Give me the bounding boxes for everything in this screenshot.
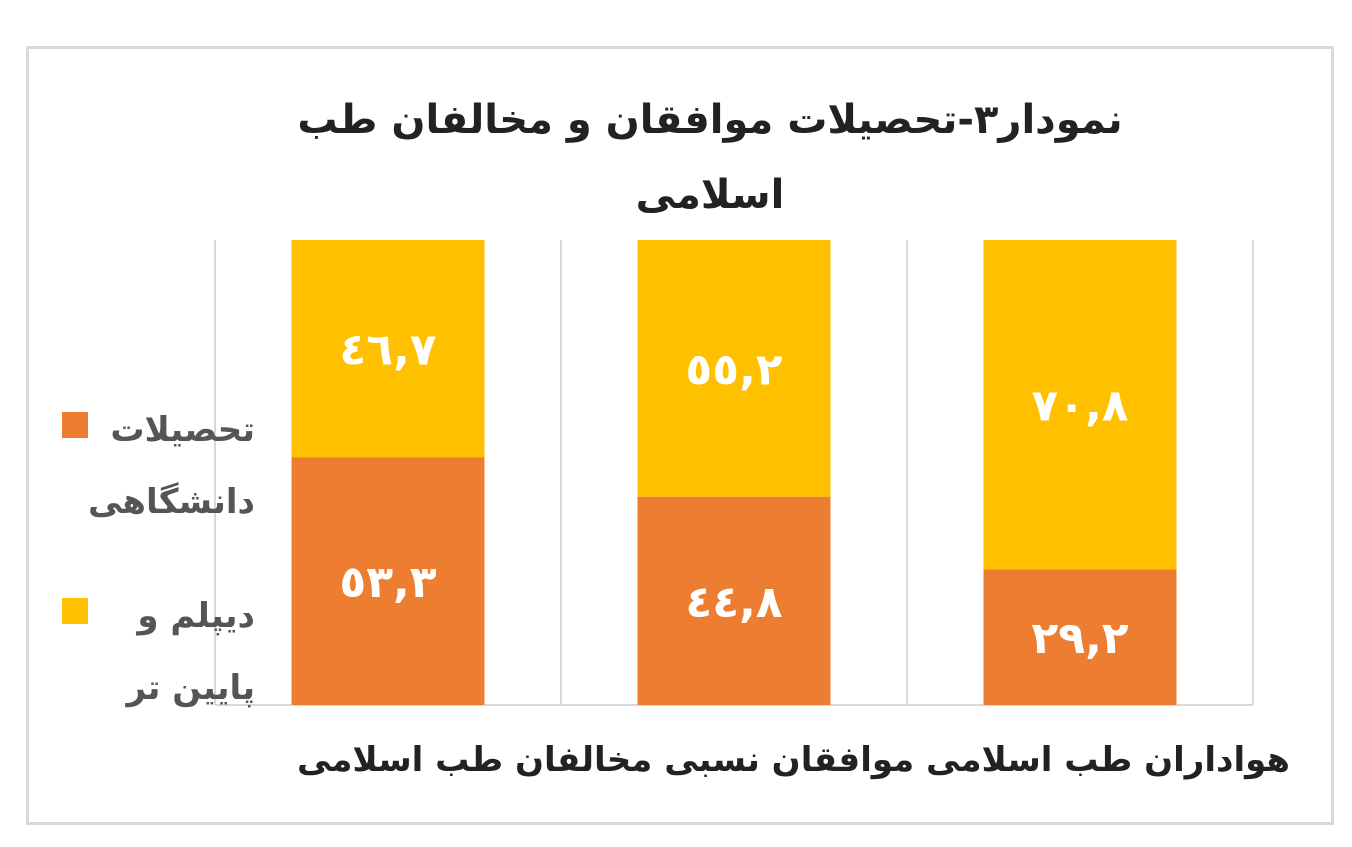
data-label: ٤٦,۷ (339, 325, 436, 376)
legend-label-university: تحصیلات دانشگاهی (88, 410, 255, 522)
bar-segment-university-2 (291, 457, 485, 705)
legend-swatch-university (62, 412, 88, 438)
bar-segment-diploma-2 (291, 240, 485, 458)
bar-segment-diploma-1 (637, 240, 831, 497)
bar-segment-university-1 (637, 496, 831, 705)
bar-segment-diploma-0 (983, 240, 1177, 570)
data-label: ٤٤,۸ (685, 577, 782, 628)
x-axis-category-text: هواداران طب اسلامی موافقان نسبی مخالفان … (296, 740, 1290, 780)
data-label: ٥۳,۳ (339, 557, 436, 608)
legend-label-diploma: دیپلم و پایین تر (126, 596, 255, 708)
data-label: ۲۹,۲ (1031, 613, 1128, 664)
data-label: ٥٥,۲ (685, 344, 782, 395)
chart-title-line-2: اسلامی (635, 172, 785, 218)
chart-title-line-1: نمودار۳-تحصیلات موافقان و مخالفان طب (297, 97, 1123, 143)
legend-swatch-diploma (62, 598, 88, 624)
data-label: ۷۰,۸ (1031, 381, 1128, 432)
bar-segment-university-0 (983, 569, 1177, 705)
